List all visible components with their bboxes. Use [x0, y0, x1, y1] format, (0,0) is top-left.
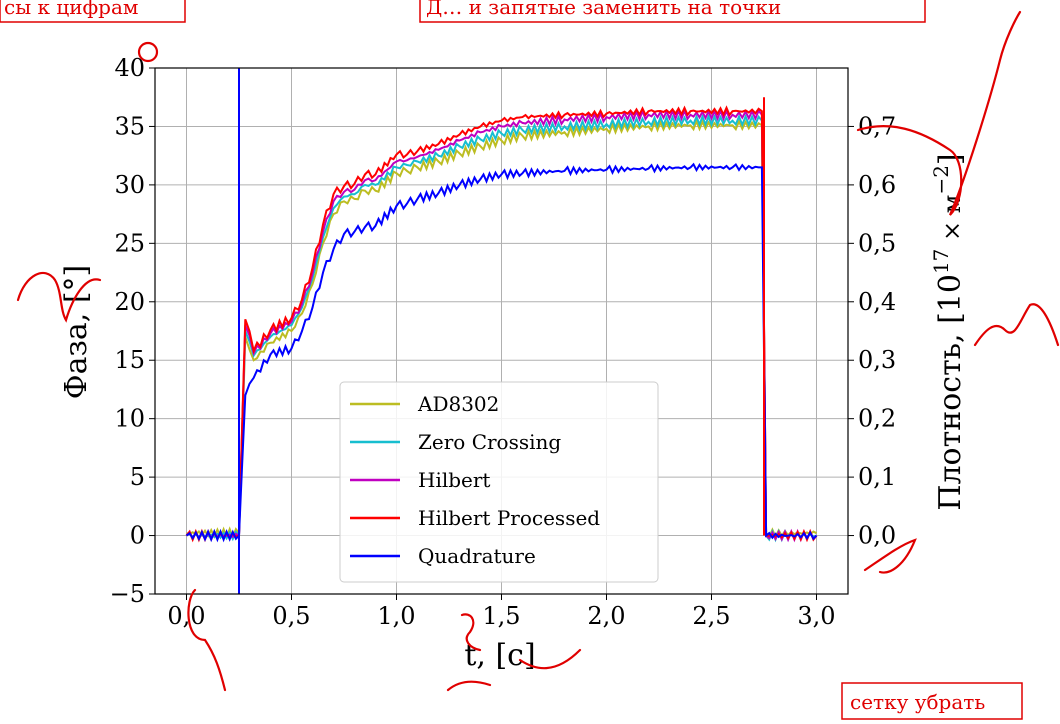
legend-box	[339, 381, 659, 583]
legend: AD8302 Zero Crossing Hilbert Hilbert Proces…	[339, 381, 659, 583]
x-tick-label-0: 0,0	[167, 602, 205, 630]
y2-tick-label-5: 0,5	[858, 229, 896, 257]
y2-tick-label-3: 0,3	[858, 346, 896, 374]
x-tick-label-3: 1,5	[482, 602, 520, 630]
y-tick-label-8: 35	[114, 112, 145, 140]
scribble-y2-mid	[973, 303, 1060, 347]
x-tick-label-2: 1,0	[377, 602, 415, 630]
y2-tick-label-4: 0,4	[858, 288, 896, 316]
scribble-x-tick	[187, 588, 227, 692]
x-tick-label-4: 2,0	[587, 602, 625, 630]
scribble-y2-zero	[863, 538, 917, 574]
x-tick-label-1: 0,5	[272, 602, 310, 630]
y2-label-sup: 17	[929, 249, 953, 274]
y2-axis-label: Плотность, [1017 × м−2]	[929, 153, 968, 510]
y-tick-label-0: −5	[110, 580, 145, 608]
note-top-center: Д… и запятые заменить на точки	[426, 0, 781, 19]
x-axis-label: t, [c]	[464, 638, 535, 673]
y-tick-label-1: 0	[130, 522, 145, 550]
circle-scribble	[137, 41, 159, 63]
y-tick-label-7: 30	[114, 171, 145, 199]
note-box-bottom-right	[841, 682, 1023, 720]
note-top-left: сы к цифрам	[4, 0, 138, 19]
scribble-y-label	[16, 271, 102, 323]
y-tick-label-3: 10	[114, 405, 145, 433]
y-tick-label-5: 20	[114, 288, 145, 316]
note-box-top-center	[419, 0, 926, 23]
note-bottom-right: сетку убрать	[850, 690, 985, 714]
series-line-2	[185, 107, 818, 543]
y-axis-label: Фаза, [°]	[59, 265, 94, 400]
y-tick-label-2: 5	[130, 463, 145, 491]
series-line-4	[185, 162, 818, 543]
legend-label-3: Hilbert Processed	[418, 506, 600, 530]
y2-label-prefix: Плотность, [10	[933, 274, 968, 511]
y-ticks: −5 0 5 10 15 20 25 30 35 40	[110, 54, 155, 608]
y2-tick-label-1: 0,1	[858, 463, 896, 491]
x-tick-label-6: 3,0	[797, 602, 835, 630]
note-box-top-left	[0, 0, 186, 23]
y2-label-mid: × м	[938, 195, 966, 249]
series-line-1	[185, 113, 817, 543]
series-lines	[185, 68, 818, 594]
y2-tick-label-0: 0,0	[858, 522, 896, 550]
legend-label-2: Hilbert	[418, 468, 490, 492]
legend-items: AD8302 Zero Crossing Hilbert Hilbert Proces…	[350, 392, 600, 568]
y2-ticks: 0,00,10,20,30,40,50,60,7	[848, 112, 896, 550]
series-line-3	[185, 105, 818, 543]
legend-label-0: AD8302	[417, 392, 499, 416]
scribble-y2-top	[856, 10, 1022, 216]
y2-label-suffix: ]	[933, 153, 968, 165]
legend-label-1: Zero Crossing	[418, 430, 561, 454]
x-ticks: 0,0 0,5 1,0 1,5 2,0 2,5 3,0	[167, 594, 836, 630]
y-tick-label-6: 25	[114, 229, 145, 257]
scribble-x-label	[446, 613, 582, 692]
y2-label-sup2: −2	[929, 165, 953, 194]
y2-tick-label-6: 0,6	[858, 171, 896, 199]
y2-tick-label-2: 0,2	[858, 405, 896, 433]
series-line-0	[186, 118, 817, 541]
y-tick-label-9: 40	[114, 54, 145, 82]
y-tick-label-4: 15	[114, 346, 145, 374]
legend-label-4: Quadrature	[418, 544, 536, 568]
x-tick-label-5: 2,5	[692, 602, 730, 630]
